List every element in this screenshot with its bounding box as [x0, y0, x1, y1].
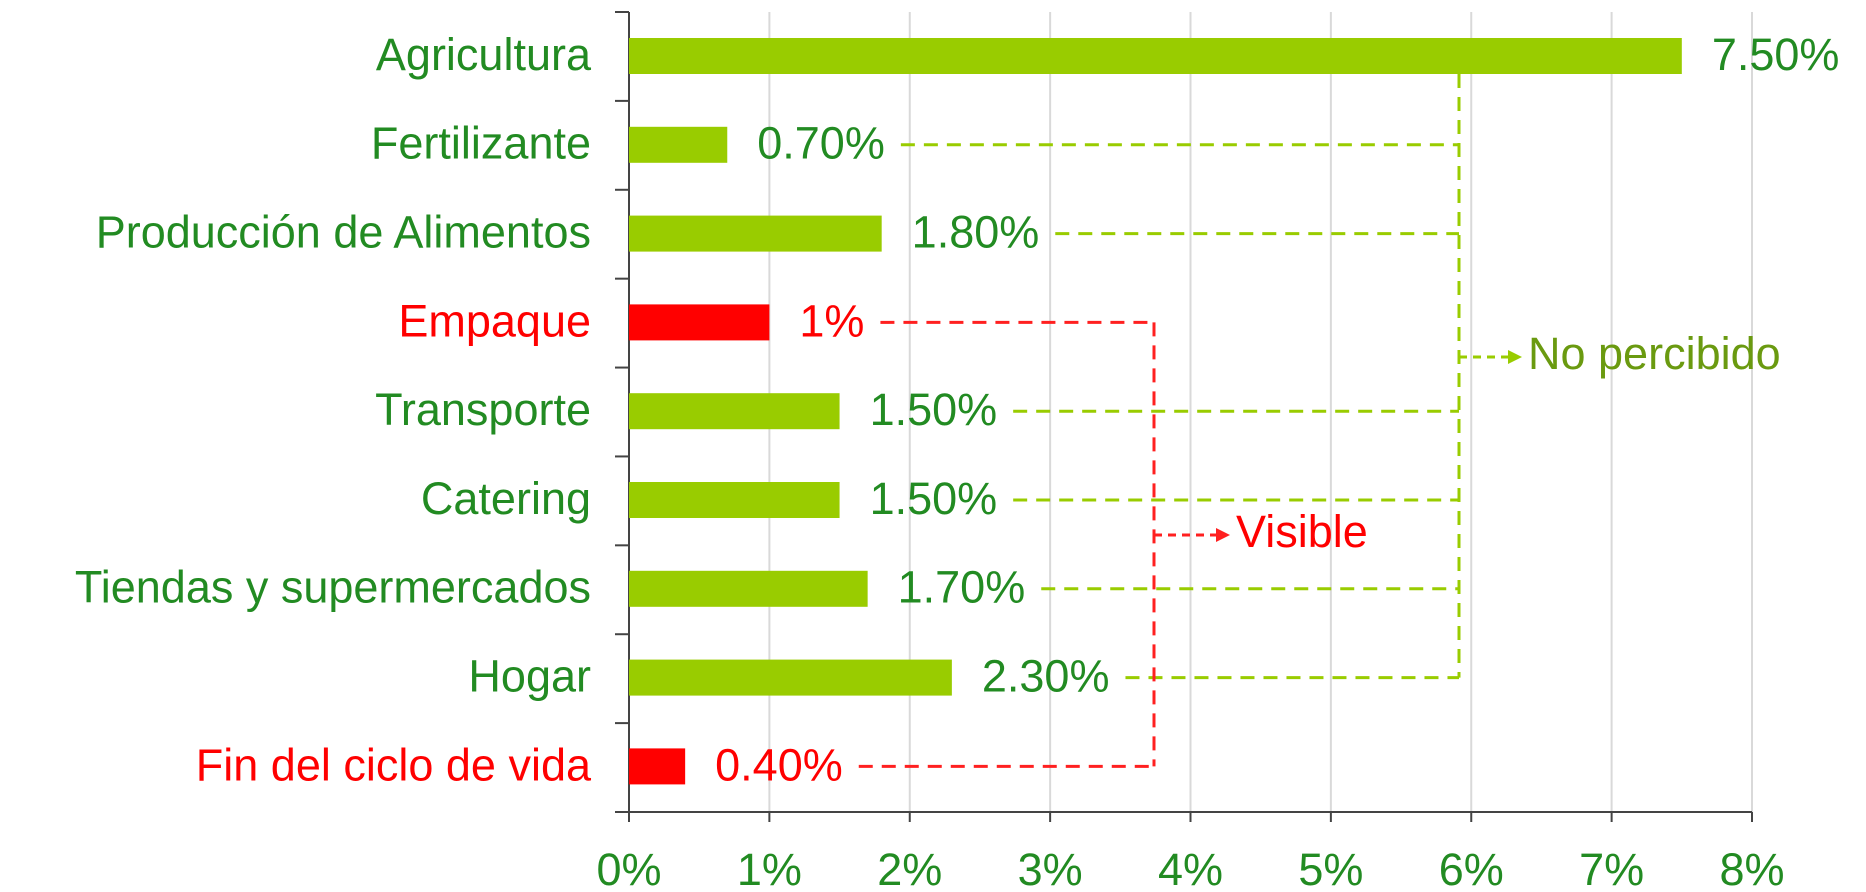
y-tick-label: Fertilizante: [371, 118, 591, 169]
bar: [629, 393, 840, 430]
x-tick-label: 4%: [1158, 844, 1223, 892]
x-tick-label: 3%: [1018, 844, 1083, 892]
x-tick-label: 8%: [1719, 844, 1784, 892]
x-tick-label: 1%: [737, 844, 802, 892]
bar: [629, 304, 770, 341]
bar: [629, 215, 882, 252]
data-label: 0.70%: [757, 118, 885, 169]
bar: [629, 126, 728, 163]
arrow-head: [1216, 528, 1230, 542]
bar: [629, 482, 840, 518]
data-label: 1.50%: [870, 384, 998, 435]
data-label: 1.80%: [912, 206, 1040, 257]
x-tick-label: 6%: [1439, 844, 1504, 892]
y-tick-label: Empaque: [398, 295, 591, 346]
y-tick-label: Tiendas y supermercados: [75, 562, 591, 613]
bar: [629, 570, 868, 607]
y-tick-label: Fin del ciclo de vida: [196, 739, 592, 790]
y-tick-label: Transporte: [375, 384, 591, 435]
x-tick-label: 2%: [877, 844, 942, 892]
x-tick-label: 5%: [1298, 844, 1363, 892]
data-label: 1.70%: [898, 562, 1026, 613]
data-label: 1%: [799, 295, 864, 346]
data-label: 0.40%: [715, 739, 843, 790]
annotation: No percibido: [1528, 328, 1781, 379]
bar: [629, 748, 686, 785]
y-tick-label: Agricultura: [376, 29, 592, 80]
y-tick-label: Producción de Alimentos: [96, 206, 591, 257]
data-label: 7.50%: [1712, 29, 1840, 80]
x-tick-label: 7%: [1579, 844, 1644, 892]
y-tick-label: Hogar: [468, 650, 591, 701]
bar: [629, 38, 1682, 74]
bar: [629, 659, 952, 696]
y-tick-label: Catering: [421, 473, 591, 524]
arrow-head: [1508, 350, 1522, 364]
data-label: 1.50%: [870, 473, 998, 524]
annotation: Visible: [1236, 506, 1368, 557]
x-tick-label: 0%: [596, 844, 661, 892]
data-label: 2.30%: [982, 650, 1110, 701]
